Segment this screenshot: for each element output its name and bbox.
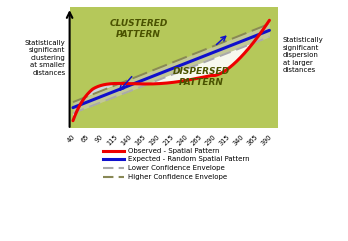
Text: 240: 240 <box>176 134 189 147</box>
Text: 140: 140 <box>120 134 133 147</box>
Text: 315: 315 <box>218 134 231 147</box>
Text: 40: 40 <box>66 134 77 144</box>
Text: 340: 340 <box>232 134 245 147</box>
Text: DISPERSED
PATTERN: DISPERSED PATTERN <box>173 67 230 87</box>
Text: 265: 265 <box>190 134 203 147</box>
Text: Lower Confidence Envelope: Lower Confidence Envelope <box>128 165 225 171</box>
Text: 90: 90 <box>95 134 105 144</box>
Text: 165: 165 <box>134 134 147 147</box>
Text: 65: 65 <box>80 134 91 144</box>
Text: Statistically
significant
dispersion
at larger
distances: Statistically significant dispersion at … <box>283 37 323 74</box>
Text: 390: 390 <box>260 134 273 147</box>
Text: Expected - Random Spatial Pattern: Expected - Random Spatial Pattern <box>128 156 250 162</box>
Text: Statistically
significant
clustering
at smaller
distances: Statistically significant clustering at … <box>25 40 65 76</box>
Text: 115: 115 <box>106 134 119 147</box>
Text: 215: 215 <box>162 134 175 147</box>
Text: Higher Confidence Envelope: Higher Confidence Envelope <box>128 174 227 180</box>
Text: 290: 290 <box>204 134 217 147</box>
Text: 365: 365 <box>246 134 259 147</box>
Text: 190: 190 <box>148 134 161 147</box>
Text: CLUSTERED
PATTERN: CLUSTERED PATTERN <box>109 19 168 39</box>
Text: Observed - Spatial Pattern: Observed - Spatial Pattern <box>128 148 220 154</box>
